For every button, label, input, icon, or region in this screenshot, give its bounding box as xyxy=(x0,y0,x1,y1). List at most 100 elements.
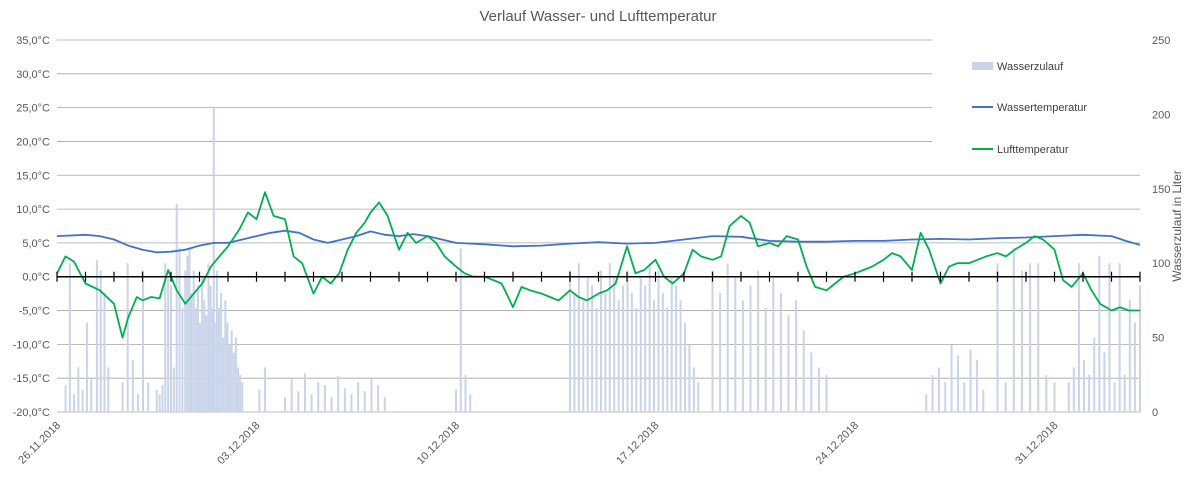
y-right-tick-label: 200 xyxy=(1152,109,1170,121)
wasserzulauf-bar xyxy=(205,315,208,412)
wasserzulauf-bar xyxy=(1133,322,1136,412)
wasserzulauf-bar xyxy=(688,345,691,412)
wasserzulauf-bar xyxy=(99,270,102,412)
wasserzulauf-bar xyxy=(232,352,235,412)
wasserzulauf-bar xyxy=(630,292,633,412)
wasserzulauf-bar xyxy=(192,270,195,412)
y-right-tick-label: 250 xyxy=(1152,35,1170,47)
y-right-tick-label: 50 xyxy=(1152,333,1164,345)
wasserzulauf-bar xyxy=(196,285,199,412)
wasserzulauf-bar xyxy=(226,322,229,412)
wasserzulauf-bar xyxy=(218,307,221,412)
wasserzulauf-bar xyxy=(817,367,820,412)
y-left-tick-label: -10,0°C xyxy=(13,339,50,351)
wasserzulauf-bar xyxy=(1077,263,1080,412)
wasserzulauf-bar xyxy=(77,367,80,412)
wasserzulauf-bar xyxy=(648,263,651,412)
wasserzulauf-bar xyxy=(996,263,999,412)
lufttemperatur-line xyxy=(56,191,1140,339)
wasserzulauf-bar xyxy=(1093,337,1096,412)
wasserzulauf-bar xyxy=(1113,382,1116,412)
wasserzulauf-bar xyxy=(230,330,233,412)
wasserzulauf-bar xyxy=(617,300,620,412)
wasserzulauf-bar xyxy=(653,300,656,412)
series-lines xyxy=(56,191,1141,339)
wasserzulauf-bar xyxy=(591,285,594,412)
wasserzulauf-bar xyxy=(199,322,202,412)
zero-axis xyxy=(56,271,1141,282)
wasserzulauf-bar xyxy=(64,385,67,412)
x-tick-label: 03.12.2018 xyxy=(215,420,262,467)
wasserzulauf-bar xyxy=(956,355,959,412)
wasserzulauf-bar xyxy=(639,278,642,412)
wasserzulauf-bar xyxy=(95,260,98,412)
wasserzulauf-bar xyxy=(207,263,210,412)
wasserzulauf-bar xyxy=(158,394,161,412)
wasserzulauf-bar xyxy=(161,385,164,412)
wasserzulauf-bar xyxy=(455,389,457,412)
wasserzulauf-bar xyxy=(228,345,231,412)
wasserzulauf-bar xyxy=(1108,263,1111,412)
wasserzulauf-bar xyxy=(1103,352,1106,412)
wasserzulauf-bar xyxy=(201,278,204,412)
y-left-tick-label: 20,0°C xyxy=(16,136,50,148)
wasserzulauf-bar xyxy=(85,322,88,412)
wasserzulauf-bar xyxy=(172,367,175,412)
wasserzulauf-bar xyxy=(622,285,625,412)
wasserzulauf-bar xyxy=(692,367,695,412)
wassertemperatur-line xyxy=(56,229,1141,254)
x-tick-label: 10.12.2018 xyxy=(415,420,462,467)
wasserzulauf-bar xyxy=(181,307,184,412)
wasserzulauf-bar xyxy=(644,285,647,412)
wasserzulauf-bar xyxy=(982,389,985,412)
wasserzulauf-bar xyxy=(126,263,129,412)
wasserzulauf-bar xyxy=(90,379,93,412)
wasserzulauf-bar xyxy=(810,352,813,412)
wasserzulauf-bar xyxy=(212,106,215,413)
wasserzulauf-bar xyxy=(142,270,145,412)
wasserzulauf-bar xyxy=(290,379,293,412)
wasserzulauf-bar xyxy=(1053,382,1056,412)
wasserzulauf-bar xyxy=(787,315,790,412)
wasserzulauf-bar xyxy=(234,337,237,412)
wasserzulauf-bar xyxy=(604,292,607,412)
wasserzulauf-bar xyxy=(599,270,602,412)
wasserzulauf-bar xyxy=(213,322,216,412)
wasserzulauf-bar xyxy=(203,300,206,412)
wasserzulauf-bar xyxy=(582,300,585,412)
wasserzulauf-bar xyxy=(931,374,934,412)
wasserzulauf-bar xyxy=(749,285,752,412)
wasserzulauf-bar xyxy=(726,263,729,412)
x-tick-label: 17.12.2018 xyxy=(614,420,661,467)
wasserzulauf-bar xyxy=(131,359,134,412)
wasserzulauf-bar xyxy=(343,388,346,412)
y-left-tick-label: 25,0°C xyxy=(16,103,50,115)
wasserzulauf-bar xyxy=(1118,263,1121,412)
wasserzulauf-bar xyxy=(683,322,686,412)
wasserzulauf-bar xyxy=(675,285,678,412)
wasserzulauf-bar xyxy=(657,270,660,412)
wasserzulauf-bar xyxy=(224,300,227,412)
x-tick-label: 26.11.2018 xyxy=(16,420,63,467)
wasserzulauf-bar xyxy=(459,248,462,412)
y-left-tick-label: 10,0°C xyxy=(16,204,50,216)
wasserzulauf-bar xyxy=(363,391,366,412)
chart-title: Verlauf Wasser- und Lufttemperatur xyxy=(479,8,716,25)
wasserzulauf-bar xyxy=(697,382,700,412)
wasserzulauf-bar xyxy=(679,300,682,412)
wasserzulauf-bar xyxy=(211,307,214,412)
legend-label: Lufttemperatur xyxy=(997,144,1069,156)
wasserzulauf-bar xyxy=(170,285,172,412)
wasserzulauf-bar xyxy=(184,270,187,412)
wasserzulauf-bar xyxy=(734,278,737,412)
wasserzulauf-bar xyxy=(370,379,373,412)
wasserzulauf-bar xyxy=(1020,270,1023,412)
wasserzulauf-bar xyxy=(1012,248,1015,412)
wasserzulauf-bar xyxy=(595,307,598,412)
wasserzulauf-bar xyxy=(666,307,669,412)
wasserzulauf-bar xyxy=(237,367,240,412)
x-tick-label: 31.12.2018 xyxy=(1013,420,1060,467)
wasserzulauf-bar xyxy=(188,248,191,412)
